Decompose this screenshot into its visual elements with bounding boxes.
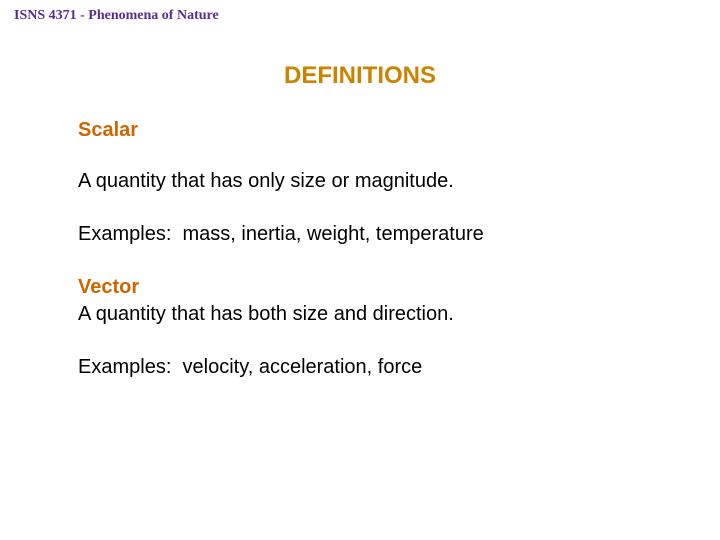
course-header: ISNS 4371 - Phenomena of Nature	[14, 8, 219, 24]
slide-title: DEFINITIONS	[0, 62, 720, 90]
scalar-examples-text: mass, inertia, weight, temperature	[183, 223, 484, 245]
scalar-definition: A quantity that has only size or magnitu…	[78, 169, 658, 194]
vector-definition: A quantity that has both size and direct…	[78, 302, 658, 327]
term-vector: Vector	[78, 275, 658, 300]
vector-examples-text: velocity, acceleration, force	[183, 356, 423, 378]
slide-content: Scalar A quantity that has only size or …	[78, 118, 658, 408]
vector-examples-label: Examples:	[78, 356, 171, 378]
term-scalar: Scalar	[78, 118, 658, 143]
scalar-examples-label: Examples:	[78, 223, 171, 245]
vector-block: Vector A quantity that has both size and…	[78, 275, 658, 380]
slide-container: ISNS 4371 - Phenomena of Nature DEFINITI…	[0, 0, 720, 540]
scalar-examples: Examples: mass, inertia, weight, tempera…	[78, 222, 658, 247]
vector-examples: Examples: velocity, acceleration, force	[78, 355, 658, 380]
